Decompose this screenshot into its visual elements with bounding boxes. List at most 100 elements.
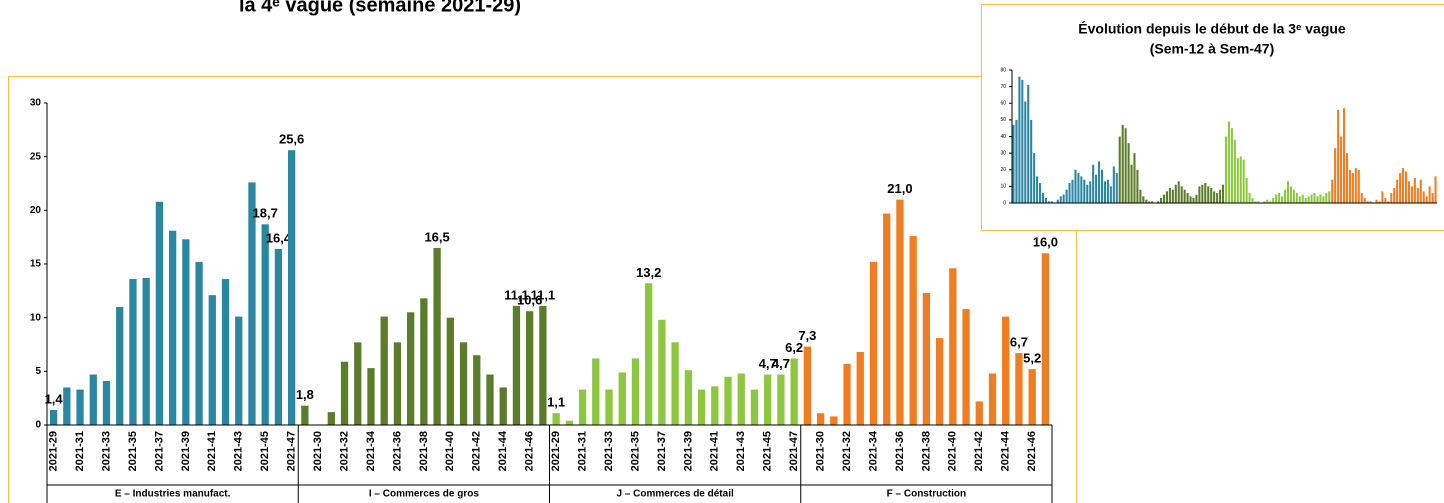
bar (473, 355, 481, 425)
value-label: 16,0 (1033, 235, 1058, 250)
bar (1124, 128, 1127, 203)
bar (1422, 191, 1425, 203)
bar (935, 338, 944, 425)
bar (1207, 186, 1210, 203)
bar (1062, 194, 1065, 203)
x-tick-label: 2021-41 (709, 431, 721, 471)
bar (1098, 161, 1101, 203)
bar (1024, 101, 1027, 203)
bar (1201, 184, 1204, 203)
bar (526, 311, 534, 425)
bar (1263, 201, 1266, 203)
bar (1145, 199, 1148, 203)
bar (645, 283, 653, 425)
bar (1106, 179, 1109, 203)
bar (1157, 201, 1160, 203)
value-label: 21,0 (887, 181, 912, 196)
x-tick-label: 2021-36 (894, 431, 906, 471)
bar (1195, 194, 1198, 203)
group-label: F – Construction (887, 489, 966, 500)
y-tick-label: 30 (30, 98, 42, 109)
bar (1366, 201, 1369, 203)
bar (407, 312, 415, 425)
bar (1160, 198, 1163, 203)
bar (1269, 201, 1272, 203)
bar (1390, 193, 1393, 203)
value-label: 16,4 (266, 230, 292, 245)
bar (380, 316, 388, 425)
bar (1219, 189, 1222, 203)
bar (1363, 198, 1366, 203)
bar (1121, 124, 1124, 203)
bar (1092, 164, 1095, 203)
bar (1242, 159, 1245, 203)
value-label: 4,7 (772, 356, 790, 371)
value-label: 4,7 (759, 356, 777, 371)
bar (1171, 189, 1174, 203)
bar (1189, 196, 1192, 203)
bar (1030, 119, 1033, 203)
bar (1080, 176, 1083, 203)
bar (552, 413, 560, 425)
bar (883, 213, 891, 425)
bar (1036, 176, 1039, 203)
y-tick-label: 30 (1000, 150, 1006, 156)
x-tick-label: 2021-44 (497, 430, 509, 471)
bar (1210, 188, 1213, 203)
bar (1322, 196, 1325, 203)
bar (1103, 181, 1107, 203)
bar (1378, 201, 1381, 203)
bar (1148, 201, 1151, 203)
x-tick-label: 2021-37 (656, 431, 668, 471)
bar (1407, 181, 1410, 203)
bar (155, 201, 164, 425)
bar (777, 374, 785, 425)
bar (949, 268, 957, 425)
bar (1248, 193, 1251, 203)
bar (367, 368, 375, 425)
bar (1192, 198, 1195, 203)
bar (1369, 201, 1372, 203)
bar (1115, 173, 1118, 203)
bar (1068, 183, 1071, 203)
bar (486, 374, 494, 425)
bar (340, 361, 349, 425)
bar (1313, 193, 1316, 203)
bar (1245, 178, 1248, 203)
value-label: 16,5 (424, 229, 449, 244)
x-tick-label: 2021-42 (471, 431, 483, 471)
bar (975, 401, 983, 425)
bar (1112, 166, 1115, 203)
main-frame (8, 76, 1077, 503)
bar (1354, 168, 1357, 203)
bar (843, 363, 851, 425)
bar (1254, 201, 1257, 203)
bar (1375, 199, 1378, 203)
group-label: I – Commerces de gros (369, 489, 479, 500)
bar (1059, 196, 1062, 203)
bar (1162, 194, 1166, 203)
x-tick-label: 2021-41 (206, 431, 218, 471)
bar (49, 409, 58, 425)
x-tick-label: 2021-45 (259, 431, 271, 471)
bar (1334, 148, 1337, 203)
bar (631, 358, 640, 425)
x-tick-label: 2021-46 (524, 431, 536, 471)
x-tick-label: 2021-37 (153, 431, 165, 471)
bar (1086, 184, 1089, 203)
bar (565, 420, 573, 425)
bar (1186, 193, 1189, 203)
bar (1410, 186, 1413, 203)
x-tick-label: 2021-47 (788, 431, 800, 471)
bar (1266, 199, 1269, 203)
bar (63, 387, 71, 425)
x-tick-label: 2021-46 (1026, 431, 1038, 471)
bar (1425, 196, 1428, 203)
bar (1015, 119, 1018, 203)
bar (1074, 169, 1077, 203)
bar (1018, 76, 1021, 203)
bar (1404, 171, 1408, 203)
bar (1351, 173, 1354, 203)
value-label: 25,6 (279, 132, 304, 147)
